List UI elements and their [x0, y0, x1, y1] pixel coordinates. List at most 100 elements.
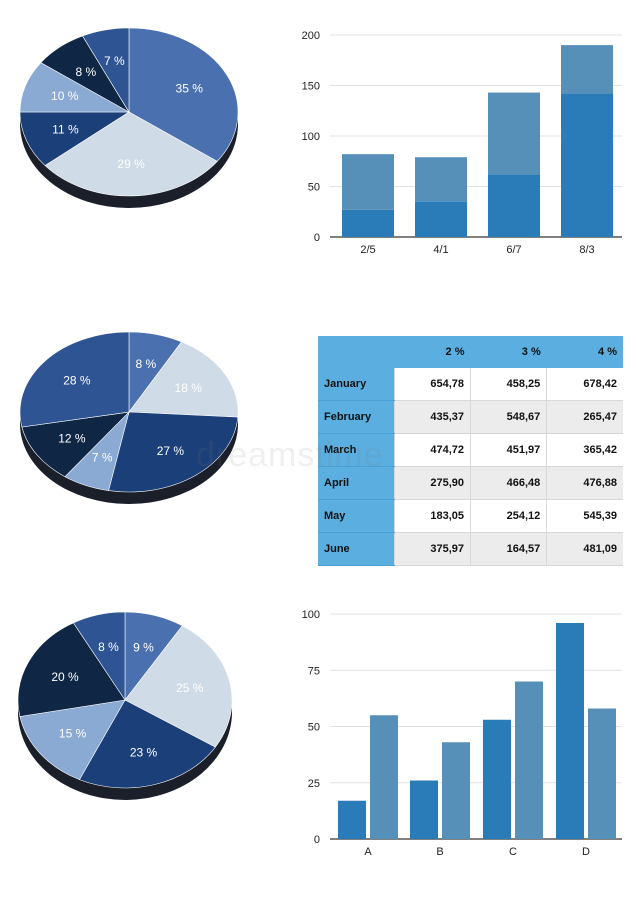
pie-slice-label: 20 %: [51, 670, 79, 684]
pie-chart-middle: 8 % 18 % 27 % 7 % 12 % 28 %: [19, 331, 239, 504]
table-row: May 183,05 254,12 545,39: [318, 499, 623, 533]
data-table: 2 % 3 % 4 % January 654,78 458,25 678,42…: [318, 336, 623, 566]
table-corner-cell: [318, 336, 395, 368]
pie-slice: [19, 699, 126, 780]
pie-slice: [21, 411, 130, 478]
y-tick-label: 150: [302, 81, 320, 93]
pie-slice-label: 35 %: [176, 81, 204, 95]
table-cell: 183,05: [393, 499, 471, 533]
table-cell: 466,48: [469, 466, 547, 500]
table-cell: 548,67: [469, 400, 547, 434]
x-tick-label: C: [509, 846, 517, 858]
pie-slice-label: 10 %: [51, 89, 79, 103]
pie-slice-label: 18 %: [175, 381, 203, 395]
pie-slice: [82, 27, 130, 114]
table-row: January 654,78 458,25 678,42: [318, 368, 623, 401]
table-column-header: 2 %: [394, 336, 471, 368]
table-row: April 275,90 466,48 476,88: [318, 466, 623, 500]
table-cell: 545,39: [546, 499, 623, 533]
bar-segment: [342, 154, 394, 210]
x-tick-label: D: [582, 846, 590, 858]
table-row-label: May: [318, 499, 395, 533]
pie-slice: [19, 111, 131, 166]
pie-slice: [73, 611, 126, 701]
y-tick-label: 0: [314, 232, 320, 244]
pie-slice-label: 7 %: [104, 54, 125, 68]
pie-slice: [79, 699, 216, 789]
bar-segment: [488, 92, 540, 175]
bar-segment: [415, 157, 467, 202]
x-tick-label: B: [436, 846, 443, 858]
pie-slice-label: 28 %: [63, 373, 91, 387]
y-tick-label: 0: [314, 834, 320, 846]
table-row-label: April: [318, 466, 395, 500]
table-cell: 275,90: [393, 466, 471, 500]
bar: [588, 708, 616, 839]
pie-slice: [128, 341, 239, 418]
bar-segment: [561, 45, 613, 94]
pie-slice-label: 8 %: [98, 640, 119, 654]
pie-slice-label: 15 %: [59, 726, 87, 740]
pie-chart-top: 35 % 29 % 11 % 10 % 8 % 7 %: [19, 27, 239, 208]
y-tick-label: 50: [308, 722, 320, 734]
table-cell: 435,37: [393, 400, 471, 434]
x-tick-label: 6/7: [506, 244, 521, 256]
pie-slice-label: 25 %: [176, 681, 204, 695]
table-row: February 435,37 548,67 265,47: [318, 400, 623, 434]
pie-slice: [44, 111, 218, 197]
bar: [442, 742, 470, 839]
y-tick-label: 100: [302, 131, 320, 143]
bar-segment: [561, 93, 613, 237]
y-tick-label: 50: [308, 182, 320, 194]
stacked-bar-chart: 0 50 100 150 200 2/5 4/1 6/7 8/3: [302, 30, 622, 256]
bar: [410, 780, 438, 839]
table-header-row: 2 % 3 % 4 %: [318, 336, 623, 368]
x-tick-label: 2/5: [360, 244, 375, 256]
table-cell: 375,97: [393, 532, 471, 566]
table-row-label: February: [318, 400, 395, 434]
table-cell: 474,72: [393, 433, 471, 467]
table-row-label: March: [318, 433, 395, 467]
bar: [483, 719, 511, 839]
pie-slice: [124, 625, 233, 748]
pie-slice-label: 27 %: [157, 444, 185, 458]
pie-slice-label: 29 %: [117, 157, 145, 171]
pie-slice-label: 7 %: [92, 451, 113, 465]
table-row-label: January: [318, 368, 395, 401]
table-column-header: 4 %: [546, 336, 623, 368]
pie-slice-label: 11 %: [52, 123, 79, 137]
table-cell: 481,09: [546, 532, 623, 566]
x-tick-label: 4/1: [433, 244, 448, 256]
bar: [515, 681, 543, 839]
table-cell: 265,47: [546, 400, 623, 434]
table-cell: 365,42: [546, 433, 623, 467]
table-row-label: June: [318, 532, 395, 566]
pie-chart-bottom: 9 % 25 % 23 % 15 % 20 % 8 %: [17, 611, 233, 800]
table-row: March 474,72 451,97 365,42: [318, 433, 623, 467]
pie-slice-label: 23 %: [130, 745, 158, 759]
pie-slice: [17, 622, 126, 717]
table-column-header: 3 %: [470, 336, 547, 368]
table-row: June 375,97 164,57 481,09: [318, 532, 623, 566]
pie-slice: [19, 331, 130, 428]
pie-slice-label: 12 %: [58, 432, 86, 446]
table-cell: 654,78: [393, 368, 471, 401]
pie-slice-label: 8 %: [76, 65, 97, 79]
watermark: dreamstime: [196, 436, 384, 474]
table-cell: 476,88: [546, 466, 623, 500]
table-cell: 678,42: [546, 368, 623, 401]
bar-segment: [342, 209, 394, 237]
x-tick-label: 8/3: [579, 244, 594, 256]
bar-segment: [415, 201, 467, 237]
bar: [370, 715, 398, 839]
pie-slice-label: 9 %: [133, 641, 154, 655]
table-cell: 458,25: [469, 368, 547, 401]
y-tick-label: 200: [302, 30, 320, 42]
bar: [556, 623, 584, 839]
bar-segment: [488, 174, 540, 237]
grouped-bar-chart: 0 25 50 75 100 A B C D: [302, 609, 622, 858]
pie-slice: [128, 27, 239, 162]
pie-slice: [108, 411, 239, 493]
y-tick-label: 25: [308, 778, 320, 790]
